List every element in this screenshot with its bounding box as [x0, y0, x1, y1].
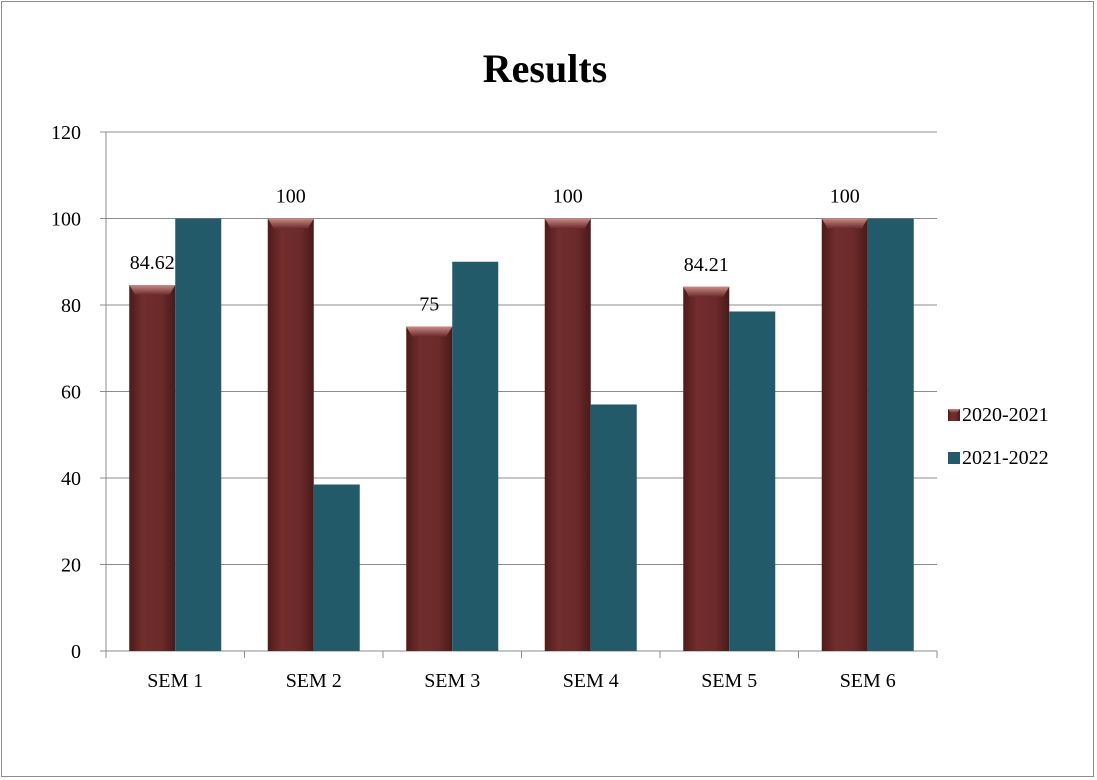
- y-tick-label: 20: [61, 555, 81, 577]
- data-label: 100: [553, 186, 583, 208]
- data-label: 84.62: [130, 252, 175, 274]
- legend-label: 2020-2021: [962, 404, 1049, 426]
- y-tick-label: 80: [61, 295, 81, 317]
- legend-swatch-2021-2022: [948, 452, 960, 464]
- bar-bevel: [544, 218, 591, 229]
- x-tick-label: SEM 1: [147, 670, 203, 692]
- bar-2021-2022: [867, 218, 914, 651]
- y-tick-label: 120: [51, 122, 81, 144]
- bar-2021-2022: [313, 484, 360, 651]
- bar-2020-2021: [683, 286, 730, 651]
- data-label: 100: [276, 186, 306, 208]
- bars: [129, 218, 914, 651]
- gridlines: [106, 131, 937, 565]
- bar-bevel: [267, 218, 314, 229]
- data-labels: 84.62 100 75 100 84.21 100: [130, 186, 860, 316]
- data-label: 100: [830, 186, 860, 208]
- y-tick-label: 100: [51, 209, 81, 231]
- bar-2020-2021: [129, 285, 176, 651]
- axes: 0 20 40 60 80 100 120 SEM 1 SEM 2 SEM 3 SEM 4 SEM 5…: [51, 122, 938, 692]
- bar-2021-2022: [590, 404, 637, 651]
- x-tick-label: SEM 3: [424, 670, 480, 692]
- bar-2020-2021: [267, 218, 314, 651]
- bar-bevel: [129, 285, 176, 296]
- bar-2020-2021: [544, 218, 591, 651]
- y-tick-label: 60: [61, 382, 81, 404]
- x-tick-label: SEM 6: [840, 670, 896, 692]
- y-tick-label: 0: [71, 641, 81, 663]
- legend-label: 2021-2022: [962, 447, 1049, 469]
- x-tick-label: SEM 2: [286, 670, 342, 692]
- bar-bevel: [406, 326, 453, 337]
- data-label: 75: [419, 294, 439, 316]
- bar-bevel: [683, 286, 730, 297]
- legend: 2020-2021 2021-2022: [948, 404, 1049, 469]
- bar-bevel: [821, 218, 868, 229]
- bar-2020-2021: [406, 326, 453, 651]
- bar-2021-2022: [452, 261, 499, 651]
- bar-2021-2022: [729, 311, 776, 651]
- legend-swatch-bevel: [948, 409, 960, 413]
- x-tick-label: SEM 4: [563, 670, 619, 692]
- chart-title: Results: [483, 46, 607, 91]
- bar-2021-2022: [175, 218, 222, 651]
- x-tick-label: SEM 5: [701, 670, 757, 692]
- data-label: 84.21: [684, 254, 729, 276]
- bar-2020-2021: [821, 218, 868, 651]
- y-tick-label: 40: [61, 468, 81, 490]
